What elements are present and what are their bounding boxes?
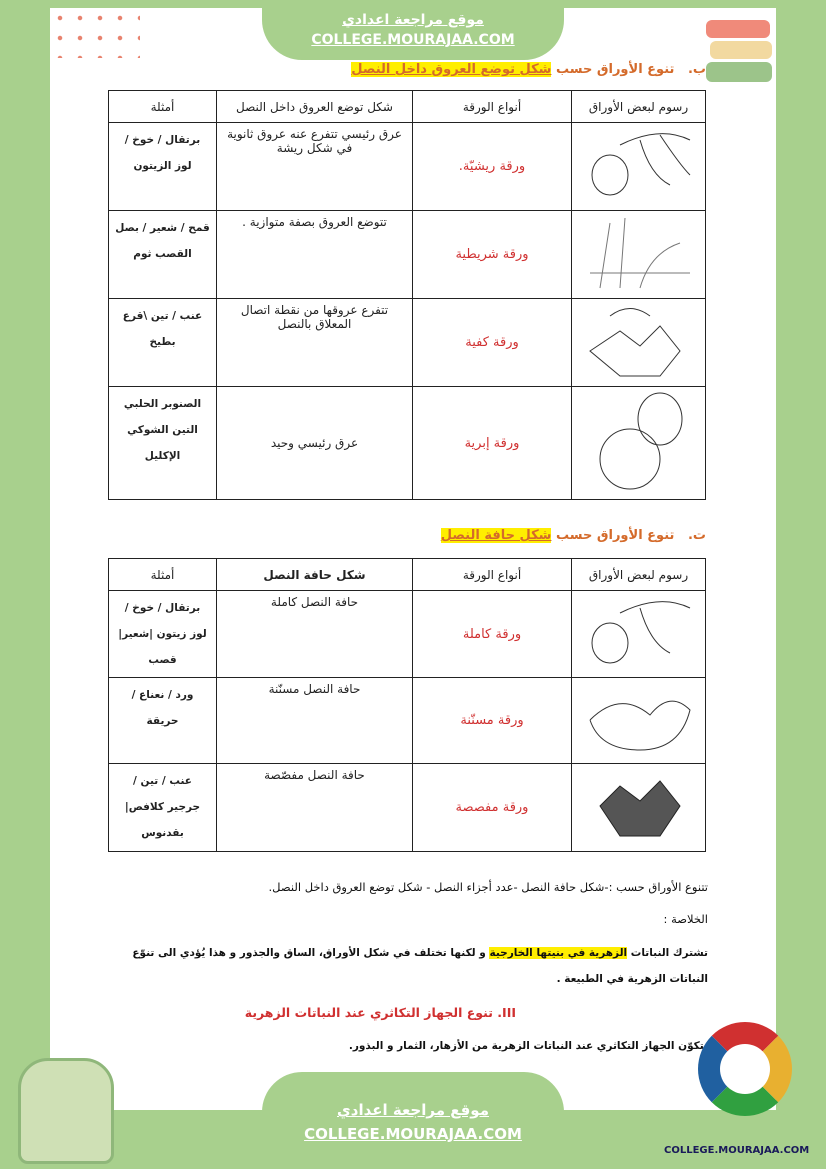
header-drawings: رسوم لبعض الأوراق — [571, 558, 706, 591]
bottom-banner-bg — [262, 1072, 564, 1132]
cactus-image — [571, 386, 706, 500]
margin-table: رسوم لبعض الأوراق أنواع الورقة شكل حافة … — [108, 558, 706, 852]
palmate-leaf-image — [571, 298, 706, 387]
header-examples: أمثلة — [108, 558, 217, 591]
logo-url: COLLEGE.MOURAJAA.COM — [664, 1145, 810, 1156]
header-drawings: رسوم لبعض الأوراق — [571, 90, 706, 123]
left-border — [0, 0, 50, 1169]
top-banner-bg — [262, 0, 564, 60]
table-row: ورقة مفصصة حافة النصل مفصّصة عنب / تين / ج… — [108, 763, 706, 852]
site-url[interactable]: COLLEGE.MOURAJAA.COM — [304, 1125, 522, 1143]
bottom-banner[interactable]: موقع مراجعة اعدادي COLLEGE.MOURAJAA.COM — [262, 1098, 564, 1146]
conclusion-label: الخلاصة : — [663, 912, 708, 926]
section-3-text: يتكوّن الجهاز التكاثري عند النباتات الزه… — [348, 1040, 708, 1052]
header-veins: شكل توضع العروق داخل النصل — [216, 90, 413, 123]
header-margin: شكل حافة النصل — [216, 558, 413, 591]
summary-line: تتنوع الأوراق حسب :-شكل حافة النصل -عدد … — [268, 880, 708, 894]
school-logo-icon — [698, 1022, 792, 1116]
section-t-heading: ت. تنوع الأوراق حسب شكل حافة النصل — [440, 528, 706, 543]
conclusion-text: تشترك النباتات الزهرية في بنيتها الخارجي… — [132, 947, 708, 985]
table-row: ورقة ريشيّة. عرق رئيسي تتفرع عنه عروق ثان… — [108, 122, 706, 211]
table-row: ورقة كفية تتفرع عروقها من نقطة اتصال المع… — [108, 298, 706, 387]
table-row: ورقة كاملة حافة النصل كاملة برتقال / خوخ /… — [108, 590, 706, 678]
section-b-heading: ب. تنوع الأوراق حسب شكل توضع العروق داخل… — [351, 62, 706, 77]
lobed-leaf-image — [571, 763, 706, 852]
top-banner[interactable]: موقع مراجعة اعدادي COLLEGE.MOURAJAA.COM — [262, 10, 564, 50]
entire-leaf-image — [571, 590, 706, 678]
pinnate-leaf-image — [571, 122, 706, 211]
table-row: ورقة شريطية تتوضع العروق بصفة متوازية . قم… — [108, 210, 706, 299]
header-types: أنواع الورقة — [412, 558, 572, 591]
section-3-heading: III. تنوع الجهاز التكاثري عند النباتات ا… — [244, 1005, 516, 1020]
header-types: أنواع الورقة — [412, 90, 572, 123]
right-border — [776, 0, 826, 1169]
backpack-icon — [18, 1058, 114, 1164]
table-row: ورقة مسنّنة حافة النصل مسنّنة ورد / نعناع … — [108, 677, 706, 764]
table-row: ورقة إبرية عرق رئيسي وحيد الصنوبر الحلبي ا… — [108, 386, 706, 500]
books-icon — [706, 15, 776, 85]
veins-table: رسوم لبعض الأوراق أنواع الورقة شكل توضع … — [108, 90, 706, 500]
dots-decoration — [50, 8, 140, 58]
parallel-leaf-image — [571, 210, 706, 299]
site-url[interactable]: COLLEGE.MOURAJAA.COM — [311, 32, 515, 48]
site-name: موقع مراجعة اعدادي — [337, 1101, 489, 1119]
site-name: موقع مراجعة اعدادي — [342, 12, 484, 28]
header-examples: أمثلة — [108, 90, 217, 123]
toothed-leaf-image — [571, 677, 706, 764]
